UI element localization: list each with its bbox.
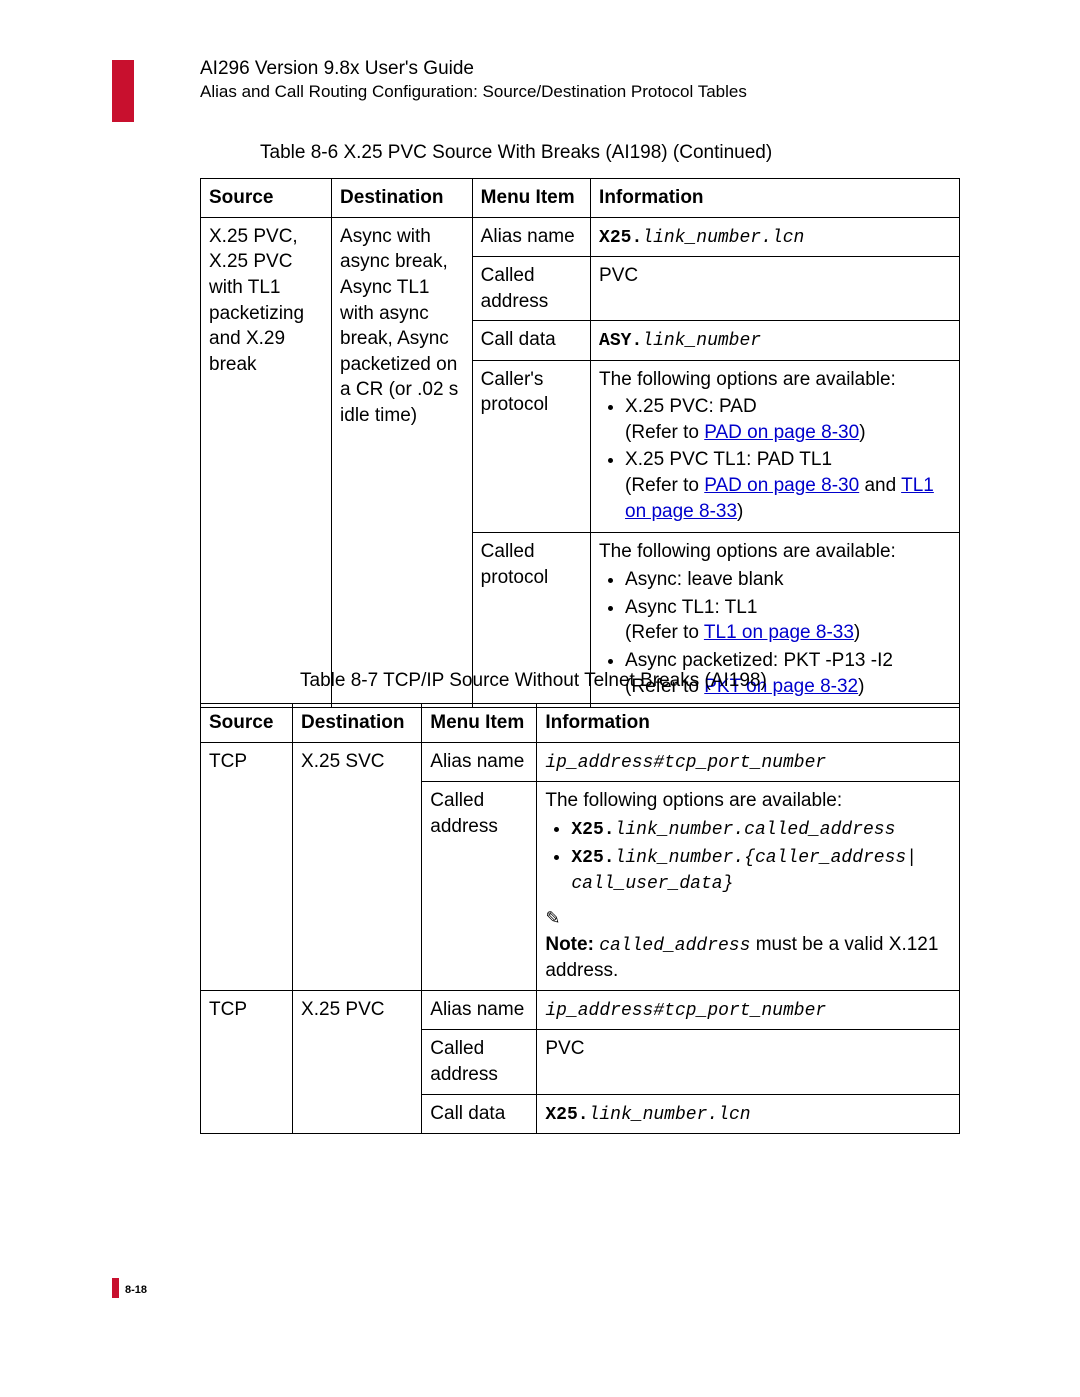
bullet-text: Async packetized: PKT -P13 -I2: [625, 650, 893, 671]
cell-menu: Alias name: [472, 217, 590, 256]
page-number: 8-18: [125, 1284, 147, 1296]
list-item: X.25 PVC TL1: PAD TL1 (Refer to PAD on p…: [625, 447, 951, 524]
cell-info: PVC: [591, 256, 960, 320]
page: AI296 Version 9.8x User's Guide Alias an…: [0, 0, 1080, 1397]
bullet-text: X.25 PVC TL1: PAD TL1: [625, 449, 832, 470]
bullet-text: Async TL1: TL1: [625, 597, 757, 618]
bullet-list: X25.link_number.called_address X25.link_…: [545, 816, 951, 897]
bullet-list: X.25 PVC: PAD (Refer to PAD on page 8-30…: [599, 394, 951, 524]
pencil-icon: ✎: [545, 908, 560, 928]
col-menu-item: Menu Item: [422, 704, 537, 743]
cell-menu: Called address: [472, 256, 590, 320]
link-pad-8-30[interactable]: PAD on page 8-30: [704, 422, 859, 443]
list-item: Async: leave blank: [625, 567, 951, 593]
col-information: Information: [591, 179, 960, 218]
cell-info: X25.link_number.lcn: [537, 1094, 960, 1133]
table2-caption: Table 8-7 TCP/IP Source Without Telnet B…: [300, 670, 767, 692]
bullet-text: (Refer to: [625, 422, 704, 443]
info-prefix: X25.: [599, 228, 642, 248]
bullet-text: ): [858, 676, 864, 697]
cell-info: The following options are available: X25…: [537, 781, 960, 990]
col-source: Source: [201, 704, 293, 743]
red-accent-top: [112, 60, 134, 122]
bullet-text: ): [737, 501, 743, 522]
bullet-text: ): [859, 422, 865, 443]
list-item: X.25 PVC: PAD (Refer to PAD on page 8-30…: [625, 394, 951, 445]
col-destination: Destination: [332, 179, 473, 218]
note-mono: called_address: [599, 936, 750, 956]
info-mono: link_number: [642, 331, 761, 351]
bullet-text: ): [854, 622, 860, 643]
info-mono: link_number.lcn: [589, 1105, 751, 1125]
info-prefix: ASY.: [599, 331, 642, 351]
cell-info: ASY.link_number: [591, 321, 960, 360]
table-row: TCP X.25 SVC Alias name ip_address#tcp_p…: [201, 742, 960, 781]
info-mono: link_number.called_address: [615, 820, 896, 840]
red-accent-bottom: [112, 1278, 119, 1298]
note-label: Note:: [545, 934, 594, 955]
info-lead: The following options are available:: [599, 541, 896, 562]
cell-destination: X.25 PVC: [293, 991, 422, 1134]
bullet-text: X.25 PVC: PAD: [625, 396, 757, 417]
cell-menu: Call data: [422, 1094, 537, 1133]
cell-info: X25.link_number.lcn: [591, 217, 960, 256]
col-information: Information: [537, 704, 960, 743]
bullet-text: and: [859, 475, 901, 496]
list-item: X25.link_number.{caller_address| call_us…: [571, 844, 951, 897]
cell-source: X.25 PVC, X.25 PVC with TL1 packetizing …: [201, 217, 332, 708]
link-tl1-8-33[interactable]: TL1 on page 8-33: [704, 622, 854, 643]
bullet-text: (Refer to: [625, 475, 704, 496]
note-block: ✎ Note: called_address must be a valid X…: [545, 906, 951, 984]
list-item: X25.link_number.called_address: [571, 816, 951, 842]
info-lead: The following options are available:: [599, 369, 896, 390]
info-lead: The following options are available:: [545, 790, 842, 811]
cell-menu: Alias name: [422, 991, 537, 1030]
info-prefix: X25.: [545, 1105, 588, 1125]
cell-source: TCP: [201, 991, 293, 1134]
col-source: Source: [201, 179, 332, 218]
table-8-7: Source Destination Menu Item Information…: [200, 703, 960, 1134]
cell-destination: X.25 SVC: [293, 742, 422, 990]
doc-subtitle: Alias and Call Routing Configuration: So…: [200, 82, 747, 102]
table-8-6: Source Destination Menu Item Information…: [200, 178, 960, 708]
table-row: TCP X.25 PVC Alias name ip_address#tcp_p…: [201, 991, 960, 1030]
doc-title: AI296 Version 9.8x User's Guide: [200, 58, 474, 80]
col-destination: Destination: [293, 704, 422, 743]
info-mono: link_number.lcn: [642, 228, 804, 248]
cell-source: TCP: [201, 742, 293, 990]
table-header-row: Source Destination Menu Item Information: [201, 179, 960, 218]
cell-menu: Call data: [472, 321, 590, 360]
info-mono: ip_address#tcp_port_number: [545, 1001, 826, 1021]
info-prefix: X25.: [571, 848, 614, 868]
table-row: X.25 PVC, X.25 PVC with TL1 packetizing …: [201, 217, 960, 256]
cell-destination: Async with async break, Async TL1 with a…: [332, 217, 473, 708]
col-menu-item: Menu Item: [472, 179, 590, 218]
cell-menu: Alias name: [422, 742, 537, 781]
cell-info: ip_address#tcp_port_number: [537, 742, 960, 781]
bullet-text: (Refer to: [625, 622, 704, 643]
cell-info: PVC: [537, 1030, 960, 1094]
cell-info: ip_address#tcp_port_number: [537, 991, 960, 1030]
cell-info: The following options are available: X.2…: [591, 360, 960, 533]
info-prefix: X25.: [571, 820, 614, 840]
cell-menu: Called address: [422, 781, 537, 990]
cell-menu: Called address: [422, 1030, 537, 1094]
info-mono: ip_address#tcp_port_number: [545, 753, 826, 773]
table1-caption: Table 8-6 X.25 PVC Source With Breaks (A…: [260, 142, 772, 164]
table-header-row: Source Destination Menu Item Information: [201, 704, 960, 743]
info-mono: link_number.{caller_address| call_user_d…: [571, 848, 917, 894]
cell-menu: Caller's protocol: [472, 360, 590, 533]
link-pad-8-30[interactable]: PAD on page 8-30: [704, 475, 859, 496]
list-item: Async TL1: TL1 (Refer to TL1 on page 8-3…: [625, 595, 951, 646]
